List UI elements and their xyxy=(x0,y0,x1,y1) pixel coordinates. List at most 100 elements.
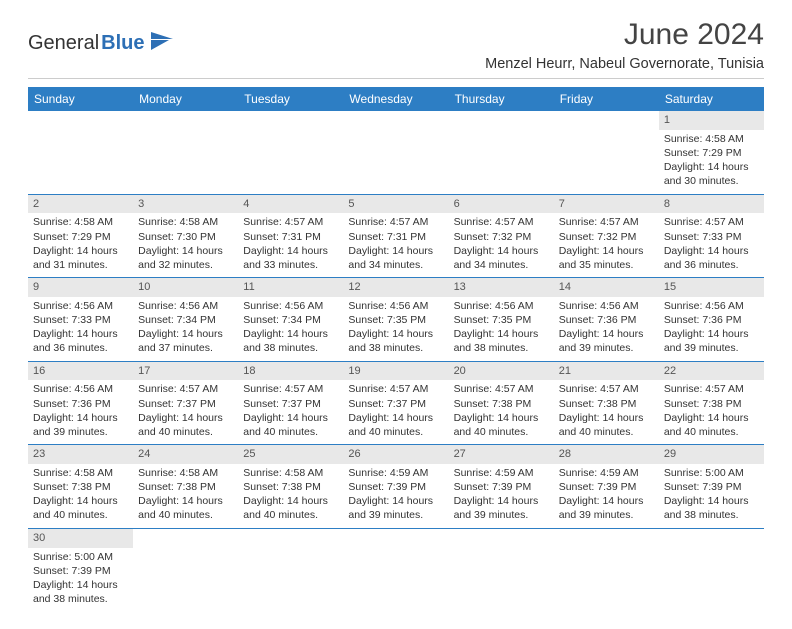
sunrise-text: Sunrise: 4:57 AM xyxy=(454,382,549,396)
daylight-text-2: and 40 minutes. xyxy=(454,425,549,439)
day-cell: 12Sunrise: 4:56 AMSunset: 7:35 PMDayligh… xyxy=(343,278,448,362)
daylight-text-1: Daylight: 14 hours xyxy=(348,327,443,341)
daylight-text-1: Daylight: 14 hours xyxy=(33,578,128,592)
sunrise-text: Sunrise: 4:58 AM xyxy=(664,132,759,146)
daylight-text-2: and 40 minutes. xyxy=(243,425,338,439)
empty-cell xyxy=(133,111,238,194)
daylight-text-1: Daylight: 14 hours xyxy=(559,411,654,425)
day-number: 19 xyxy=(343,362,448,381)
sunrise-text: Sunrise: 4:57 AM xyxy=(664,382,759,396)
sunrise-text: Sunrise: 4:57 AM xyxy=(138,382,233,396)
sunrise-text: Sunrise: 4:57 AM xyxy=(454,215,549,229)
sunset-text: Sunset: 7:30 PM xyxy=(138,230,233,244)
day-header-monday: Monday xyxy=(133,87,238,111)
day-body: Sunrise: 4:58 AMSunset: 7:29 PMDaylight:… xyxy=(659,130,764,194)
week-row: 9Sunrise: 4:56 AMSunset: 7:33 PMDaylight… xyxy=(28,278,764,362)
day-cell: 13Sunrise: 4:56 AMSunset: 7:35 PMDayligh… xyxy=(449,278,554,362)
daylight-text-1: Daylight: 14 hours xyxy=(33,244,128,258)
sunrise-text: Sunrise: 4:59 AM xyxy=(559,466,654,480)
day-number: 7 xyxy=(554,195,659,214)
daylight-text-1: Daylight: 14 hours xyxy=(664,244,759,258)
sunset-text: Sunset: 7:38 PM xyxy=(243,480,338,494)
day-cell: 28Sunrise: 4:59 AMSunset: 7:39 PMDayligh… xyxy=(554,445,659,529)
daylight-text-1: Daylight: 14 hours xyxy=(138,327,233,341)
daylight-text-2: and 31 minutes. xyxy=(33,258,128,272)
month-title: June 2024 xyxy=(485,18,764,52)
day-cell: 21Sunrise: 4:57 AMSunset: 7:38 PMDayligh… xyxy=(554,361,659,445)
day-number: 24 xyxy=(133,445,238,464)
day-body: Sunrise: 4:58 AMSunset: 7:38 PMDaylight:… xyxy=(238,464,343,528)
day-body: Sunrise: 4:56 AMSunset: 7:35 PMDaylight:… xyxy=(343,297,448,361)
day-number: 25 xyxy=(238,445,343,464)
day-number: 23 xyxy=(28,445,133,464)
daylight-text-2: and 39 minutes. xyxy=(33,425,128,439)
daylight-text-2: and 38 minutes. xyxy=(348,341,443,355)
header: General Blue June 2024 Menzel Heurr, Nab… xyxy=(28,18,764,72)
empty-cell xyxy=(343,111,448,194)
week-row: 23 Sunrise: 4:58 AMSunset: 7:38 PMDayligh… xyxy=(28,445,764,529)
empty-cell xyxy=(554,111,659,194)
week-row: 16Sunrise: 4:56 AMSunset: 7:36 PMDayligh… xyxy=(28,361,764,445)
daylight-text-2: and 40 minutes. xyxy=(559,425,654,439)
sunrise-text: Sunrise: 4:56 AM xyxy=(454,299,549,313)
day-body: Sunrise: 4:57 AMSunset: 7:33 PMDaylight:… xyxy=(659,213,764,277)
daylight-text-1: Daylight: 14 hours xyxy=(664,411,759,425)
day-cell: 26Sunrise: 4:59 AMSunset: 7:39 PMDayligh… xyxy=(343,445,448,529)
sunset-text: Sunset: 7:39 PM xyxy=(559,480,654,494)
sunrise-text: Sunrise: 4:57 AM xyxy=(243,215,338,229)
day-header-wednesday: Wednesday xyxy=(343,87,448,111)
daylight-text-1: Daylight: 14 hours xyxy=(243,244,338,258)
day-number: 11 xyxy=(238,278,343,297)
daylight-text-1: Daylight: 14 hours xyxy=(454,494,549,508)
day-number: 1 xyxy=(659,111,764,130)
sunset-text: Sunset: 7:35 PM xyxy=(454,313,549,327)
day-body: Sunrise: 5:00 AMSunset: 7:39 PMDaylight:… xyxy=(28,548,133,612)
daylight-text-1: Daylight: 14 hours xyxy=(454,244,549,258)
day-cell: 22Sunrise: 4:57 AMSunset: 7:38 PMDayligh… xyxy=(659,361,764,445)
daylight-text-1: Daylight: 14 hours xyxy=(454,411,549,425)
daylight-text-2: and 33 minutes. xyxy=(243,258,338,272)
day-body: Sunrise: 4:56 AMSunset: 7:34 PMDaylight:… xyxy=(133,297,238,361)
day-body: Sunrise: 4:57 AMSunset: 7:37 PMDaylight:… xyxy=(238,380,343,444)
day-number: 16 xyxy=(28,362,133,381)
day-cell: 30Sunrise: 5:00 AMSunset: 7:39 PMDayligh… xyxy=(28,528,133,611)
sunrise-text: Sunrise: 4:58 AM xyxy=(33,215,128,229)
day-body: Sunrise: 4:57 AMSunset: 7:31 PMDaylight:… xyxy=(343,213,448,277)
daylight-text-1: Daylight: 14 hours xyxy=(33,411,128,425)
day-body: Sunrise: 4:56 AMSunset: 7:36 PMDaylight:… xyxy=(554,297,659,361)
daylight-text-2: and 34 minutes. xyxy=(348,258,443,272)
page: General Blue June 2024 Menzel Heurr, Nab… xyxy=(0,0,792,629)
daylight-text-2: and 37 minutes. xyxy=(138,341,233,355)
daylight-text-2: and 38 minutes. xyxy=(454,341,549,355)
day-number: 4 xyxy=(238,195,343,214)
calendar-body: 1Sunrise: 4:58 AMSunset: 7:29 PMDaylight… xyxy=(28,111,764,611)
daylight-text-1: Daylight: 14 hours xyxy=(559,494,654,508)
day-body: Sunrise: 4:56 AMSunset: 7:36 PMDaylight:… xyxy=(28,380,133,444)
day-cell: 1Sunrise: 4:58 AMSunset: 7:29 PMDaylight… xyxy=(659,111,764,194)
daylight-text-2: and 38 minutes. xyxy=(664,508,759,522)
day-body: Sunrise: 4:56 AMSunset: 7:35 PMDaylight:… xyxy=(449,297,554,361)
daylight-text-1: Daylight: 14 hours xyxy=(559,244,654,258)
sunset-text: Sunset: 7:39 PM xyxy=(33,564,128,578)
sunset-text: Sunset: 7:36 PM xyxy=(559,313,654,327)
day-number: 21 xyxy=(554,362,659,381)
day-number: 17 xyxy=(133,362,238,381)
sunrise-text: Sunrise: 4:59 AM xyxy=(454,466,549,480)
day-cell: 11Sunrise: 4:56 AMSunset: 7:34 PMDayligh… xyxy=(238,278,343,362)
sunset-text: Sunset: 7:39 PM xyxy=(454,480,549,494)
daylight-text-1: Daylight: 14 hours xyxy=(559,327,654,341)
day-body: Sunrise: 4:56 AMSunset: 7:33 PMDaylight:… xyxy=(28,297,133,361)
day-number: 6 xyxy=(449,195,554,214)
sunset-text: Sunset: 7:32 PM xyxy=(454,230,549,244)
daylight-text-2: and 32 minutes. xyxy=(138,258,233,272)
day-cell: 19Sunrise: 4:57 AMSunset: 7:37 PMDayligh… xyxy=(343,361,448,445)
sunrise-text: Sunrise: 4:56 AM xyxy=(559,299,654,313)
day-body: Sunrise: 4:58 AMSunset: 7:29 PMDaylight:… xyxy=(28,213,133,277)
day-cell: 23Sunrise: 4:58 AMSunset: 7:38 PMDayligh… xyxy=(28,445,133,529)
sunset-text: Sunset: 7:36 PM xyxy=(33,397,128,411)
day-number: 28 xyxy=(554,445,659,464)
day-cell: 16Sunrise: 4:56 AMSunset: 7:36 PMDayligh… xyxy=(28,361,133,445)
daylight-text-2: and 39 minutes. xyxy=(348,508,443,522)
sunrise-text: Sunrise: 4:56 AM xyxy=(138,299,233,313)
day-body: Sunrise: 4:59 AMSunset: 7:39 PMDaylight:… xyxy=(554,464,659,528)
